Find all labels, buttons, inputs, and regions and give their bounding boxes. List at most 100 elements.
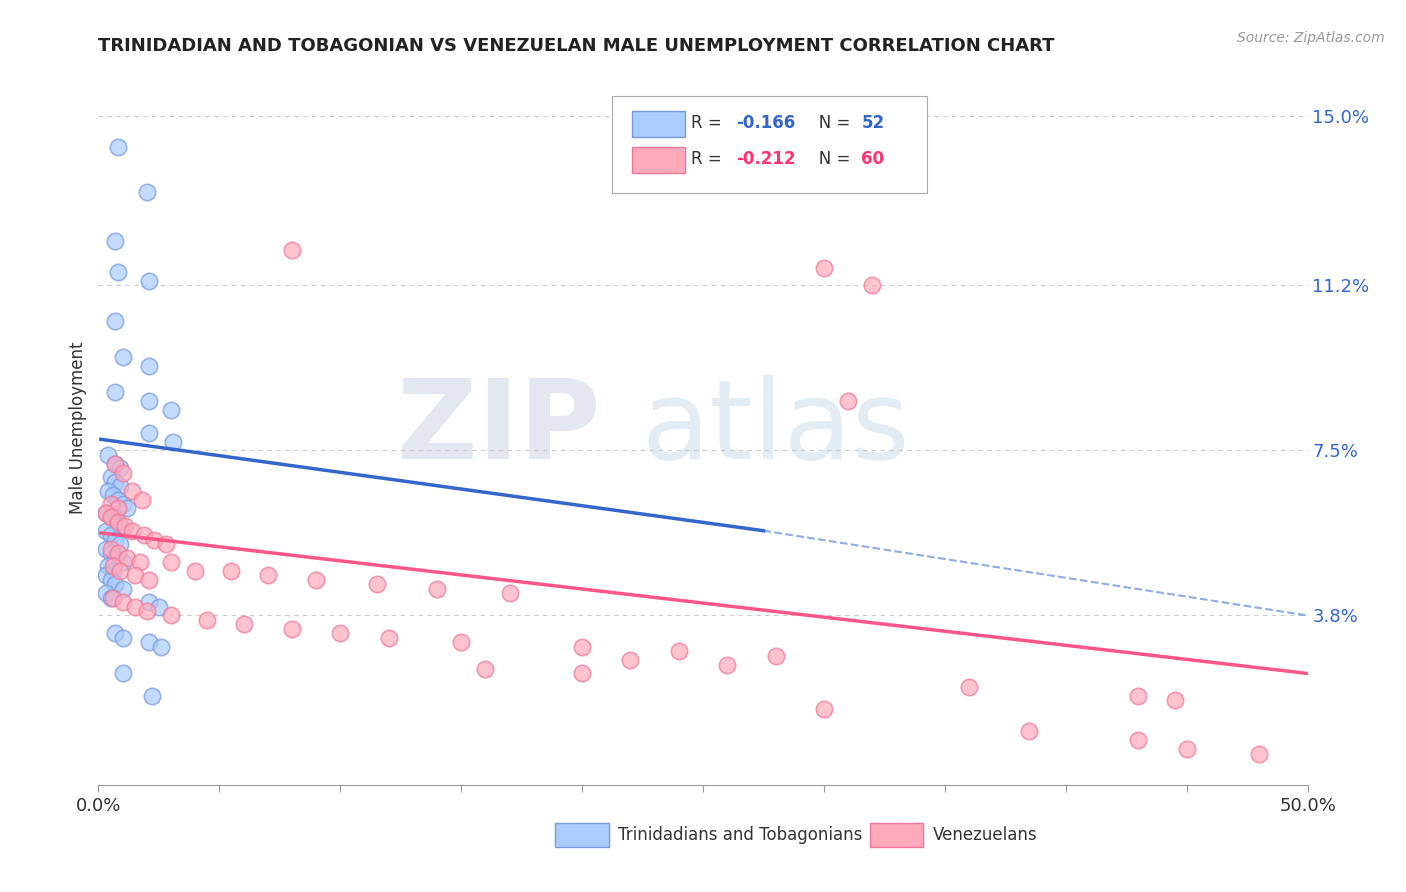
Point — [111, 466, 134, 480]
Point — [256, 568, 278, 582]
Point — [150, 640, 173, 654]
Point — [111, 555, 134, 569]
Point — [111, 582, 134, 596]
Point — [107, 515, 129, 529]
Point — [94, 524, 117, 538]
Point — [281, 622, 304, 636]
Point — [94, 506, 117, 520]
Point — [100, 528, 122, 542]
FancyBboxPatch shape — [631, 147, 685, 173]
Point — [107, 492, 129, 507]
Point — [221, 564, 243, 578]
Point — [117, 501, 139, 516]
Y-axis label: Male Unemployment: Male Unemployment — [69, 342, 87, 515]
Point — [138, 274, 160, 288]
Point — [138, 573, 160, 587]
Point — [104, 457, 127, 471]
Text: Source: ZipAtlas.com: Source: ZipAtlas.com — [1237, 31, 1385, 45]
Point — [108, 461, 131, 475]
FancyBboxPatch shape — [613, 96, 927, 193]
Point — [135, 185, 157, 199]
FancyBboxPatch shape — [631, 112, 685, 137]
Point — [498, 586, 520, 600]
Point — [305, 573, 328, 587]
Point — [148, 599, 170, 614]
Point — [860, 278, 883, 293]
Point — [141, 689, 163, 703]
Point — [101, 488, 124, 502]
Text: R =: R = — [690, 150, 727, 168]
Point — [957, 680, 980, 694]
Point — [108, 519, 131, 533]
Point — [184, 564, 207, 578]
Point — [1018, 724, 1040, 739]
Point — [104, 385, 127, 400]
Point — [619, 653, 641, 667]
Point — [1128, 689, 1150, 703]
Point — [111, 631, 134, 645]
Point — [377, 631, 399, 645]
Point — [232, 617, 254, 632]
Point — [450, 635, 472, 649]
Point — [124, 568, 146, 582]
Text: atlas: atlas — [641, 375, 910, 482]
Point — [94, 506, 117, 520]
Point — [111, 497, 134, 511]
Point — [111, 595, 134, 609]
FancyBboxPatch shape — [555, 822, 609, 847]
Point — [571, 666, 593, 681]
Point — [107, 265, 129, 279]
Point — [100, 510, 122, 524]
Point — [101, 559, 124, 574]
Point — [97, 483, 120, 498]
Point — [108, 537, 131, 551]
Point — [117, 550, 139, 565]
Point — [765, 648, 787, 663]
Text: -0.166: -0.166 — [735, 114, 794, 132]
Text: Trinidadians and Tobagonians: Trinidadians and Tobagonians — [619, 826, 863, 844]
Text: N =: N = — [803, 114, 856, 132]
Point — [100, 470, 122, 484]
Point — [104, 626, 127, 640]
Point — [94, 568, 117, 582]
Point — [813, 702, 835, 716]
Point — [1249, 747, 1271, 761]
Point — [104, 475, 127, 489]
Point — [111, 350, 134, 364]
Point — [160, 608, 183, 623]
Point — [100, 546, 122, 560]
Point — [124, 599, 146, 614]
Point — [108, 564, 131, 578]
Point — [571, 640, 593, 654]
Point — [100, 573, 122, 587]
Point — [426, 582, 449, 596]
Point — [131, 492, 153, 507]
Point — [195, 613, 218, 627]
Point — [107, 140, 129, 154]
Point — [100, 541, 122, 556]
Point — [97, 559, 120, 574]
Point — [138, 425, 160, 440]
Point — [837, 394, 859, 409]
Point — [366, 577, 388, 591]
Point — [1163, 693, 1185, 707]
Point — [104, 515, 127, 529]
Point — [138, 635, 160, 649]
Point — [1128, 733, 1150, 747]
Point — [329, 626, 352, 640]
Text: ZIP: ZIP — [396, 375, 600, 482]
Point — [668, 644, 690, 658]
Point — [104, 577, 127, 591]
Point — [1175, 742, 1198, 756]
Point — [114, 519, 136, 533]
Point — [107, 501, 129, 516]
Point — [162, 434, 184, 449]
Point — [104, 314, 127, 328]
Point — [94, 541, 117, 556]
Point — [155, 537, 177, 551]
Point — [101, 564, 124, 578]
Point — [474, 662, 496, 676]
Point — [100, 497, 122, 511]
Point — [138, 359, 160, 373]
Point — [101, 591, 124, 605]
